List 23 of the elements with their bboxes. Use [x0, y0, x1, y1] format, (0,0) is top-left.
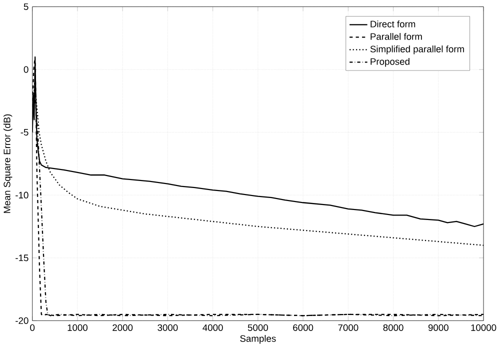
y-axis-title: Mean Square Error (dB) — [3, 114, 12, 213]
x-tick-label: 7000 — [338, 324, 358, 331]
y-tick-label: -20 — [16, 317, 28, 324]
legend-label: Proposed — [370, 58, 410, 67]
legend-label: Simplified parallel form — [370, 45, 464, 54]
x-tick-label: 3000 — [158, 324, 178, 331]
y-tick-label: -15 — [16, 254, 28, 262]
legend-label: Direct form — [370, 20, 416, 28]
x-tick-label: 10000 — [471, 324, 496, 331]
y-tick-label: 5 — [24, 3, 28, 10]
x-tick-label: 9000 — [428, 324, 448, 331]
y-tick-label: -10 — [16, 192, 28, 198]
x-tick-label: 2000 — [112, 324, 133, 331]
y-tick-label: -5 — [20, 128, 28, 136]
x-tick-label: 0 — [30, 324, 35, 331]
x-tick-label: 6000 — [293, 324, 314, 331]
x-axis-title: Samples — [240, 334, 276, 344]
x-tick-label: 1000 — [68, 324, 88, 331]
x-tick-label: 5000 — [248, 324, 268, 331]
y-tick-label: 0 — [24, 66, 28, 73]
legend-label: Parallel form — [370, 32, 422, 40]
x-tick-label: 8000 — [383, 324, 404, 331]
x-tick-label: 4000 — [202, 324, 223, 331]
